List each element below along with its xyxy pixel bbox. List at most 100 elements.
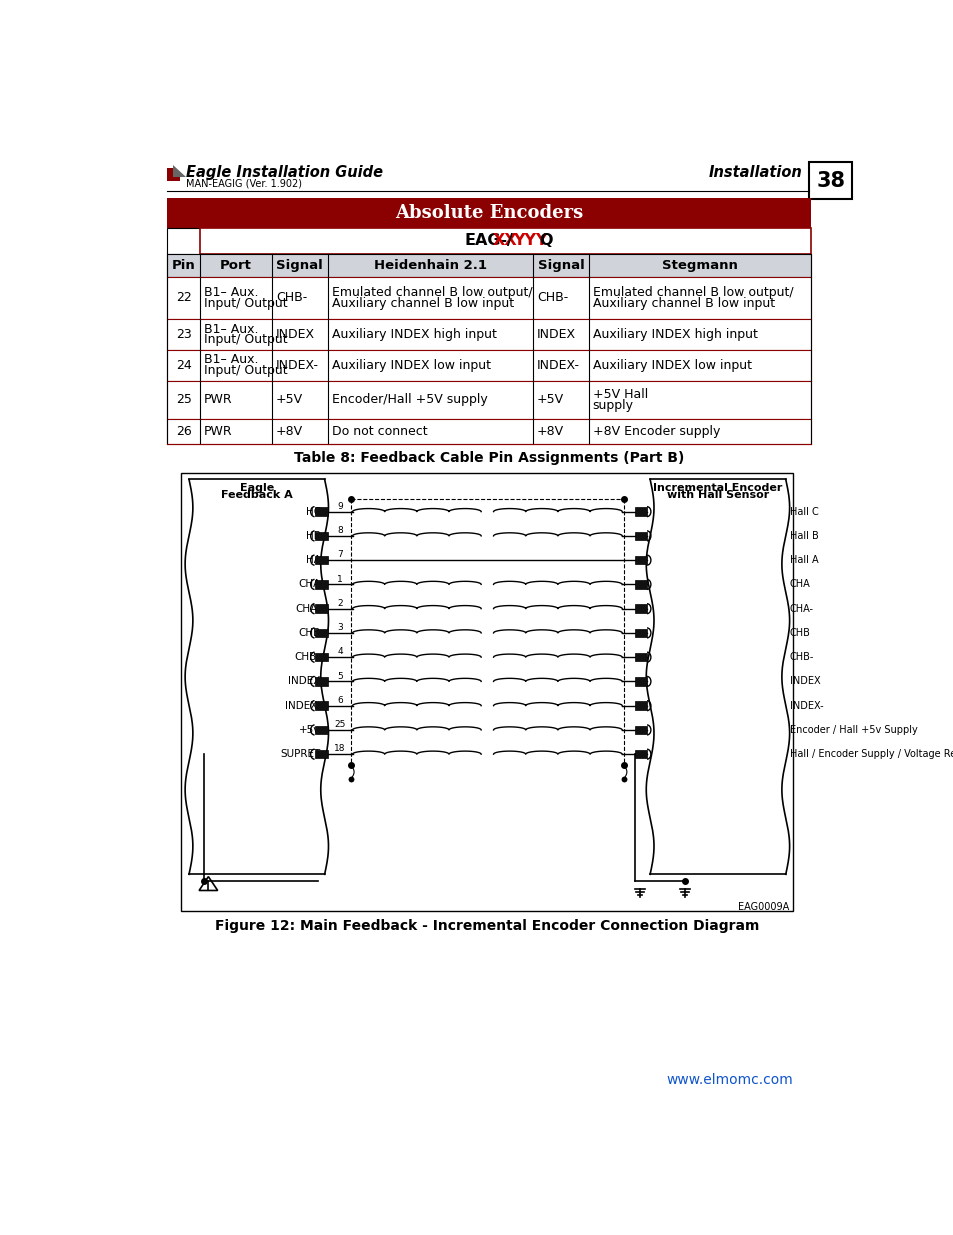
Text: 7: 7 <box>337 551 343 559</box>
Text: Do not connect: Do not connect <box>332 425 427 438</box>
Text: 4: 4 <box>337 647 342 656</box>
Bar <box>167 380 810 419</box>
Text: Auxiliary channel B low input: Auxiliary channel B low input <box>332 296 513 310</box>
Text: Hall C: Hall C <box>789 506 818 516</box>
Text: INDEX: INDEX <box>537 329 576 341</box>
Text: Figure 12: Main Feedback - Incremental Encoder Connection Diagram: Figure 12: Main Feedback - Incremental E… <box>215 919 759 932</box>
Bar <box>808 162 852 199</box>
Text: +5V: +5V <box>275 394 303 406</box>
Bar <box>315 580 328 589</box>
Text: HB: HB <box>306 531 320 541</box>
Bar <box>634 531 646 540</box>
Text: Installation: Installation <box>708 165 802 180</box>
Bar <box>167 277 810 319</box>
Text: Auxiliary INDEX high input: Auxiliary INDEX high input <box>592 329 757 341</box>
Text: Auxiliary INDEX low input: Auxiliary INDEX low input <box>592 359 751 372</box>
Text: Eagle Installation Guide: Eagle Installation Guide <box>186 165 382 180</box>
Text: HC: HC <box>305 506 320 516</box>
Text: 8: 8 <box>337 526 343 535</box>
Text: 6: 6 <box>337 695 343 705</box>
Text: CHB: CHB <box>298 627 320 638</box>
Text: +8V: +8V <box>275 425 303 438</box>
Text: Encoder/Hall +5V supply: Encoder/Hall +5V supply <box>332 394 487 406</box>
Bar <box>315 531 328 540</box>
Text: Auxiliary channel B low input: Auxiliary channel B low input <box>592 296 774 310</box>
Text: +5v: +5v <box>299 725 320 735</box>
Text: INDEX: INDEX <box>288 677 320 687</box>
Text: XX: XX <box>493 233 517 248</box>
Text: MAN-EAGIG (Ver. 1.902): MAN-EAGIG (Ver. 1.902) <box>186 179 301 189</box>
Text: 22: 22 <box>175 291 192 305</box>
Text: Input/ Output: Input/ Output <box>204 364 287 377</box>
Polygon shape <box>173 165 186 178</box>
Text: CHB-: CHB- <box>275 291 307 305</box>
Text: 2: 2 <box>337 599 342 608</box>
Bar <box>167 227 272 253</box>
Bar <box>634 653 646 662</box>
Text: SUPRET: SUPRET <box>280 750 320 760</box>
Text: Pin: Pin <box>172 259 195 272</box>
Text: PWR: PWR <box>204 394 233 406</box>
Text: Stegmann: Stegmann <box>661 259 737 272</box>
Text: CHA: CHA <box>789 579 809 589</box>
Text: Eagle: Eagle <box>239 483 274 493</box>
Bar <box>199 227 810 253</box>
Text: CHB-: CHB- <box>789 652 813 662</box>
Text: Input/ Output: Input/ Output <box>204 296 287 310</box>
Text: Absolute Encoders: Absolute Encoders <box>395 204 582 222</box>
Text: +8V Encoder supply: +8V Encoder supply <box>592 425 720 438</box>
Bar <box>315 604 328 613</box>
Text: INDEX: INDEX <box>789 677 820 687</box>
Text: 3: 3 <box>337 622 343 632</box>
Text: 38: 38 <box>816 170 844 190</box>
Text: with Hall Sensor: with Hall Sensor <box>666 490 768 500</box>
Bar <box>634 750 646 758</box>
Text: +5V Hall: +5V Hall <box>592 388 647 401</box>
Text: Encoder / Hall +5v Supply: Encoder / Hall +5v Supply <box>789 725 917 735</box>
Text: Auxiliary INDEX high input: Auxiliary INDEX high input <box>332 329 496 341</box>
Text: INDEX-: INDEX- <box>275 359 318 372</box>
Text: Q: Q <box>538 233 552 248</box>
Text: +8V: +8V <box>537 425 563 438</box>
Text: B1– Aux.: B1– Aux. <box>204 322 258 336</box>
Text: Auxiliary INDEX low input: Auxiliary INDEX low input <box>332 359 490 372</box>
Bar <box>167 350 810 380</box>
Bar <box>167 168 179 180</box>
Bar <box>167 253 810 277</box>
Text: EAG-: EAG- <box>464 233 508 248</box>
Text: INDEX-: INDEX- <box>789 700 822 710</box>
Bar <box>315 629 328 637</box>
Bar <box>634 677 646 685</box>
Text: Input/ Output: Input/ Output <box>204 333 287 347</box>
Text: HA: HA <box>306 556 320 566</box>
Text: Heidenhain 2.1: Heidenhain 2.1 <box>374 259 486 272</box>
Text: Emulated channel B low output/: Emulated channel B low output/ <box>592 287 793 299</box>
Text: Signal: Signal <box>537 259 584 272</box>
Text: 23: 23 <box>175 329 192 341</box>
Text: EAG0009A: EAG0009A <box>738 902 789 911</box>
Text: 24: 24 <box>175 359 192 372</box>
Text: /: / <box>506 233 512 248</box>
Bar <box>315 508 328 516</box>
Text: 25: 25 <box>175 394 192 406</box>
Bar <box>634 604 646 613</box>
Text: 9: 9 <box>337 501 343 511</box>
Bar <box>167 199 810 227</box>
Text: INDEX-: INDEX- <box>285 700 320 710</box>
Bar <box>634 556 646 564</box>
Text: Emulated channel B low output/: Emulated channel B low output/ <box>332 287 532 299</box>
Bar <box>634 580 646 589</box>
Text: CHA-: CHA- <box>294 604 320 614</box>
Text: 18: 18 <box>334 745 346 753</box>
Bar <box>315 701 328 710</box>
Text: supply: supply <box>592 399 633 412</box>
Bar <box>173 165 186 178</box>
Bar <box>634 508 646 516</box>
Text: 26: 26 <box>175 425 192 438</box>
Text: CHB-: CHB- <box>294 652 320 662</box>
Text: Table 8: Feedback Cable Pin Assignments (Part B): Table 8: Feedback Cable Pin Assignments … <box>294 451 683 464</box>
Text: Hall A: Hall A <box>789 556 818 566</box>
Bar <box>181 473 793 910</box>
Text: INDEX: INDEX <box>275 329 314 341</box>
Text: Hall / Encoder Supply / Voltage Return: Hall / Encoder Supply / Voltage Return <box>789 750 953 760</box>
